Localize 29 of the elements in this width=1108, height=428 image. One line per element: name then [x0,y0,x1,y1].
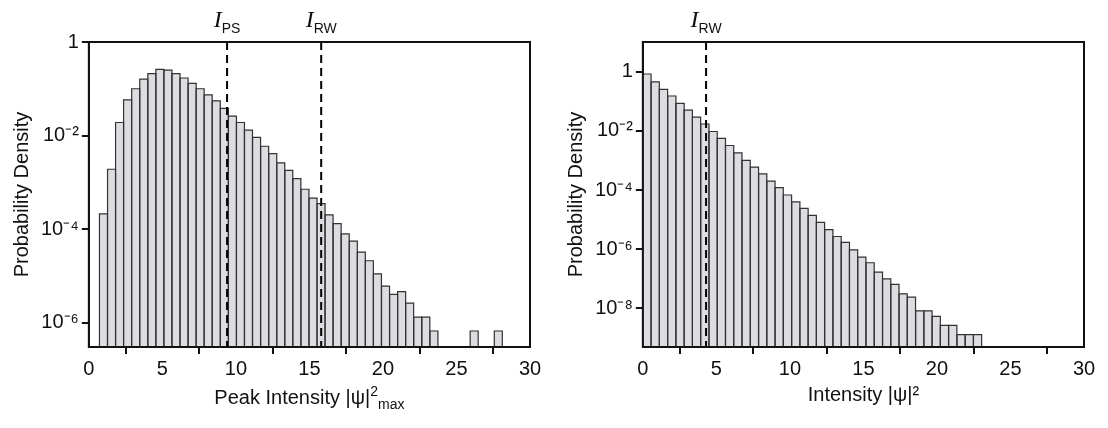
y-axis-title: Probability Density [9,111,32,278]
x-tick-label: 10 [778,356,802,379]
y-tick-label: 10⁻⁴ [595,177,633,200]
x-tick-label: 0 [637,356,649,379]
y-tick-label: 10⁻² [596,118,634,141]
x-tick-label: 20 [371,356,395,379]
x-tick-label: 25 [999,356,1022,379]
x-tick-label: 15 [298,356,321,379]
y-tick-label: 1 [67,29,79,52]
x-tick-label: 5 [710,356,722,379]
x-tick-label: 15 [852,356,875,379]
ref-line-label: I$_{RW}$ [690,6,722,36]
y-tick-label: 10⁻⁴ [41,216,79,239]
y-axis-title: Probability Density [563,111,586,278]
y-tick-label: 10⁻² [42,123,80,146]
x-axis-title: Intensity |ψ|² [807,383,920,406]
x-tick-label: 5 [156,356,168,379]
x-tick-label: 30 [1072,356,1096,379]
x-tick-label: 25 [445,356,468,379]
ref-line-label: I$_{PS}$ [213,6,241,36]
x-tick-label: 0 [83,356,95,379]
y-tick-label: 10⁻⁸ [595,295,633,318]
y-tick-label: 1 [621,59,633,82]
x-tick-label: 30 [518,356,542,379]
ref-line-label: I$_{RW}$ [305,6,337,36]
y-tick-label: 10⁻⁶ [41,310,79,333]
x-tick-label: 10 [224,356,248,379]
x-tick-label: 20 [925,356,949,379]
y-tick-label: 10⁻⁶ [595,236,633,259]
